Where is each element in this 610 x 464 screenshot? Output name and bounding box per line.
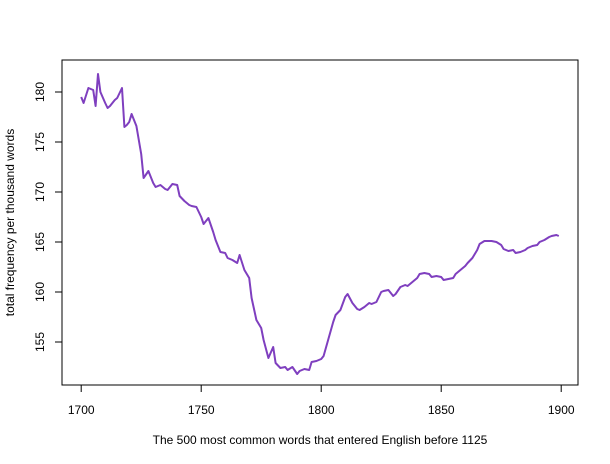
x-tick-label: 1800 [308,403,335,417]
y-tick-label: 165 [33,232,47,252]
x-tick-label: 1700 [68,403,95,417]
x-tick-label: 1750 [188,403,215,417]
y-axis-label: total frequency per thousand words [3,129,17,316]
plot-frame [61,59,579,386]
y-tick-label: 175 [33,132,47,152]
y-tick-label: 160 [33,282,47,302]
y-tick-label: 170 [33,182,47,202]
x-tick-label: 1900 [548,403,575,417]
x-axis-label: The 500 most common words that entered E… [153,433,488,447]
y-tick-label: 180 [33,82,47,102]
x-tick-label: 1850 [428,403,455,417]
data-line [80,73,560,375]
y-tick-label: 155 [33,332,47,352]
